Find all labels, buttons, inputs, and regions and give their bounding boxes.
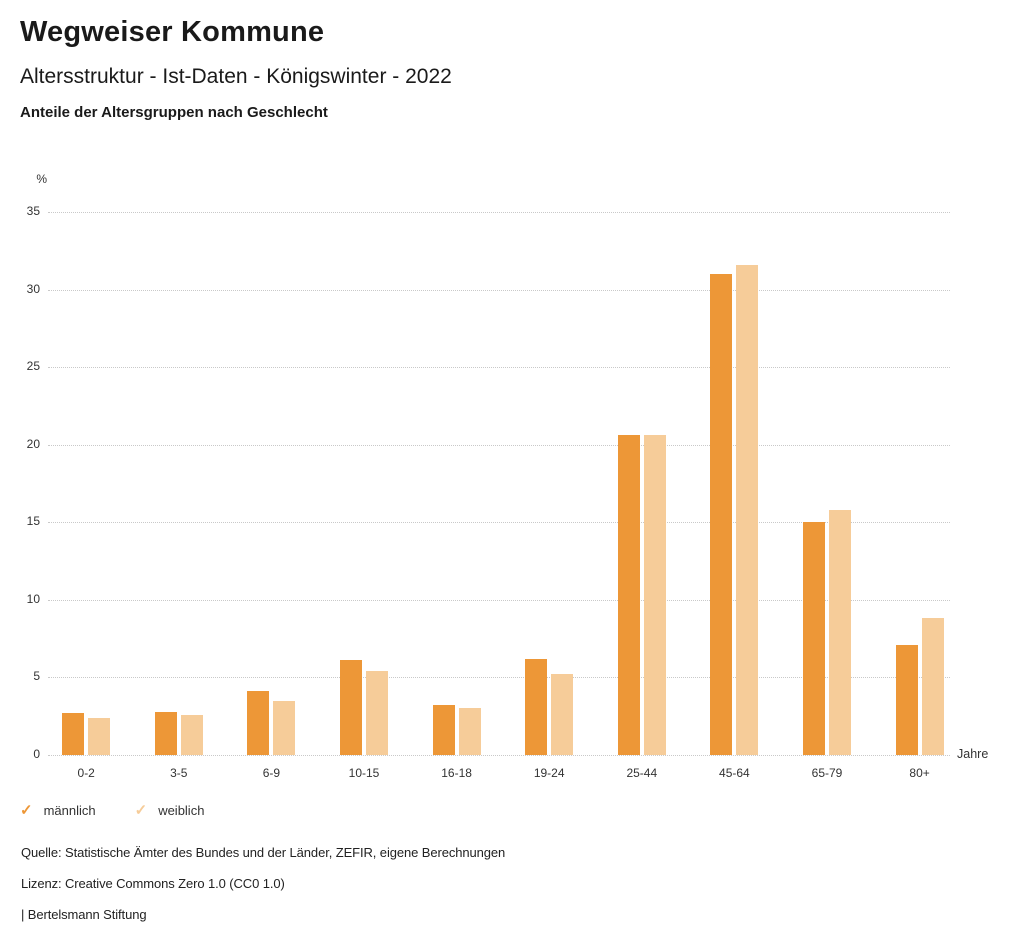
brand-text: | Bertelsmann Stiftung [21,907,147,922]
legend-label: männlich [43,803,96,818]
y-axis-tick-label-15: 15 [26,514,40,529]
y-axis-tick-label-25: 25 [26,359,40,374]
y-axis-unit-label: % [36,172,47,186]
gridline-15 [48,522,950,524]
legend-label: weiblich [158,803,205,818]
x-axis-tick-label-6-9: 6-9 [262,766,281,780]
x-axis-tick-label-19-24: 19-24 [533,766,565,780]
x-axis-tick-label-65-79: 65-79 [811,766,843,780]
bar-weiblich-16-18[interactable] [458,708,481,755]
gridline-20 [48,444,950,446]
bar-weiblich-25-44[interactable] [643,435,666,755]
legend: ✓ männlich ✓ weiblich [20,803,204,818]
y-axis-tick-label-20: 20 [26,436,40,451]
bar-männlich-10-15[interactable] [340,660,362,755]
legend-item-männlich[interactable]: ✓ männlich [20,803,96,818]
x-axis-tick-label-10-15: 10-15 [348,766,380,780]
x-axis-tick-label-25-44: 25-44 [626,766,658,780]
y-axis-tick-label-30: 30 [26,281,40,296]
plot-area [48,212,950,756]
gridline-30 [48,289,950,291]
gridline-35 [48,212,950,213]
bar-männlich-25-44[interactable] [617,435,640,755]
bar-weiblich-3-5[interactable] [180,714,203,755]
chart-subtitle: Altersstruktur - Ist-Daten - Königswinte… [20,65,452,88]
x-axis-tick-label-80+: 80+ [909,766,930,780]
gridline-5 [48,677,950,679]
bar-weiblich-6-9[interactable] [273,700,296,755]
license-text: Lizenz: Creative Commons Zero 1.0 (CC0 1… [21,876,285,891]
x-axis-tick-label-0-2: 0-2 [77,766,95,780]
x-axis-tick-label-45-64: 45-64 [719,766,750,780]
y-axis-tick-label-5: 5 [33,669,40,684]
bar-männlich-0-2[interactable] [62,713,85,755]
chart-caption: Anteile der Altersgruppen nach Geschlech… [20,104,328,121]
checkmark-icon: ✓ [134,802,148,819]
gridline-0 [48,755,950,756]
page-title: Wegweiser Kommune [20,16,325,48]
y-axis-tick-label-10: 10 [26,591,40,606]
bar-männlich-6-9[interactable] [247,691,270,755]
bar-männlich-45-64[interactable] [710,274,733,755]
bar-weiblich-65-79[interactable] [829,509,851,755]
bar-weiblich-10-15[interactable] [366,671,388,755]
bar-weiblich-19-24[interactable] [551,674,574,755]
bar-weiblich-80+[interactable] [921,618,944,755]
bar-weiblich-45-64[interactable] [736,264,759,755]
bar-männlich-80+[interactable] [895,644,918,755]
x-axis-tick-label-16-18: 16-18 [441,766,472,780]
gridline-10 [48,599,950,601]
source-text: Quelle: Statistische Ämter des Bundes un… [21,845,506,860]
x-axis-tick-label-3-5: 3-5 [170,766,188,780]
y-axis-tick-label-0: 0 [33,747,40,761]
legend-item-weiblich[interactable]: ✓ weiblich [135,803,205,818]
x-axis-unit-label: Jahre [957,747,989,761]
bar-männlich-19-24[interactable] [525,658,548,755]
bar-weiblich-0-2[interactable] [88,717,111,755]
checkmark-icon: ✓ [20,802,33,819]
bar-männlich-3-5[interactable] [154,711,177,755]
bar-männlich-16-18[interactable] [432,705,455,755]
gridline-25 [48,367,950,369]
bar-männlich-65-79[interactable] [803,522,825,755]
y-axis-tick-label-35: 35 [26,204,40,218]
